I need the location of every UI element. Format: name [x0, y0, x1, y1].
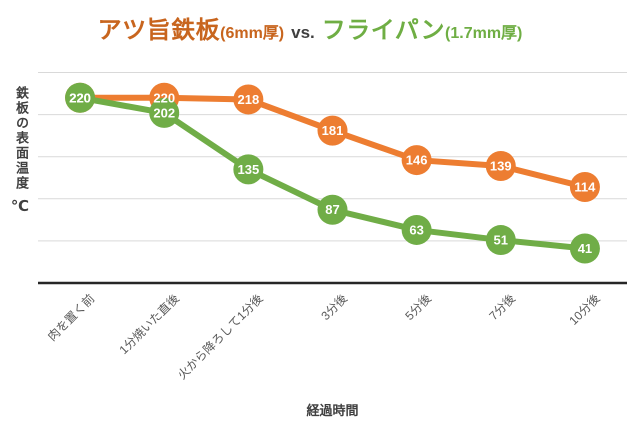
series-1-data-point — [317, 115, 348, 146]
series-2-data-point-value: 63 — [409, 222, 423, 237]
series-2-data-point — [65, 82, 96, 113]
series-2-data-point-value: 135 — [238, 162, 260, 177]
series-2-data-point-value: 202 — [153, 105, 175, 120]
series-1-data-point — [569, 172, 600, 203]
series-1-data-point-value: 220 — [153, 90, 175, 105]
series-2-data-point-value: 87 — [325, 202, 339, 217]
series-1-data-point — [233, 84, 264, 115]
title-series2-name: フライパン — [321, 17, 446, 44]
x-axis-title: 経過時間 — [306, 403, 359, 418]
series-1-data-point — [401, 145, 432, 176]
series-1-data-point-value: 139 — [490, 158, 512, 173]
y-axis-label: 鉄板の表面温度 — [14, 86, 29, 191]
y-axis-unit: ℃ — [10, 198, 30, 215]
series-2-data-point-value: 41 — [578, 241, 592, 256]
series-1-data-point-value: 146 — [406, 153, 428, 168]
series-1-data-point — [485, 150, 516, 181]
title-series1-name: アツ旨鉄板 — [97, 17, 221, 44]
series-1-data-point-value: 218 — [238, 92, 260, 107]
series-1-data-point-value: 114 — [574, 180, 596, 195]
series-2-data-point — [233, 154, 264, 185]
series-2-data-point — [485, 225, 516, 256]
title-series1-spec: (6mm厚) — [220, 25, 285, 42]
series-1-data-point-value: 181 — [322, 123, 344, 138]
series-2-data-point-value: 220 — [69, 90, 91, 105]
series-2-data-point-value: 51 — [494, 233, 508, 248]
series-2-data-point — [401, 214, 432, 245]
series-2-data-point — [569, 233, 600, 264]
title-series2-spec: (1.7mm厚) — [445, 25, 523, 42]
series-2-data-point — [149, 97, 180, 128]
title-separator: vs. — [291, 23, 315, 42]
chart-title: アツ旨鉄板(6mm厚) vs. フライパン(1.7mm厚) — [0, 14, 620, 51]
series-2-data-point — [317, 194, 348, 225]
series-1-data-point-value: 220 — [69, 90, 91, 105]
